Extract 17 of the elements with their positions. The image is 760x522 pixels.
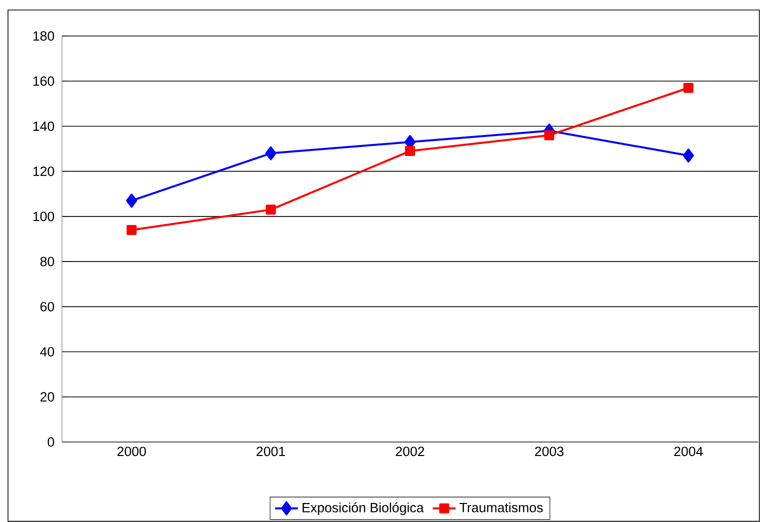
legend-label: Traumatismos bbox=[460, 502, 543, 512]
y-tick-label: 160 bbox=[33, 76, 54, 86]
y-tick-label: 0 bbox=[48, 437, 54, 447]
y-tick-label: 100 bbox=[33, 212, 54, 222]
x-tick-label: 2003 bbox=[535, 446, 564, 456]
x-tick-label: 2002 bbox=[396, 446, 424, 456]
y-tick-label: 40 bbox=[40, 347, 54, 356]
y-tick-label: 140 bbox=[33, 122, 54, 131]
y-tick-label: 60 bbox=[40, 302, 54, 312]
legend-label: Exposición Biológica bbox=[302, 502, 424, 515]
y-tick-label: 180 bbox=[33, 31, 54, 41]
x-tick-label: 2004 bbox=[674, 446, 703, 456]
y-tick-label: 120 bbox=[33, 166, 54, 176]
y-tick-label: 20 bbox=[40, 392, 54, 402]
y-tick-label: 80 bbox=[40, 256, 54, 266]
x-tick-label: 2001 bbox=[256, 446, 285, 456]
x-tick-label: 2000 bbox=[117, 446, 146, 456]
